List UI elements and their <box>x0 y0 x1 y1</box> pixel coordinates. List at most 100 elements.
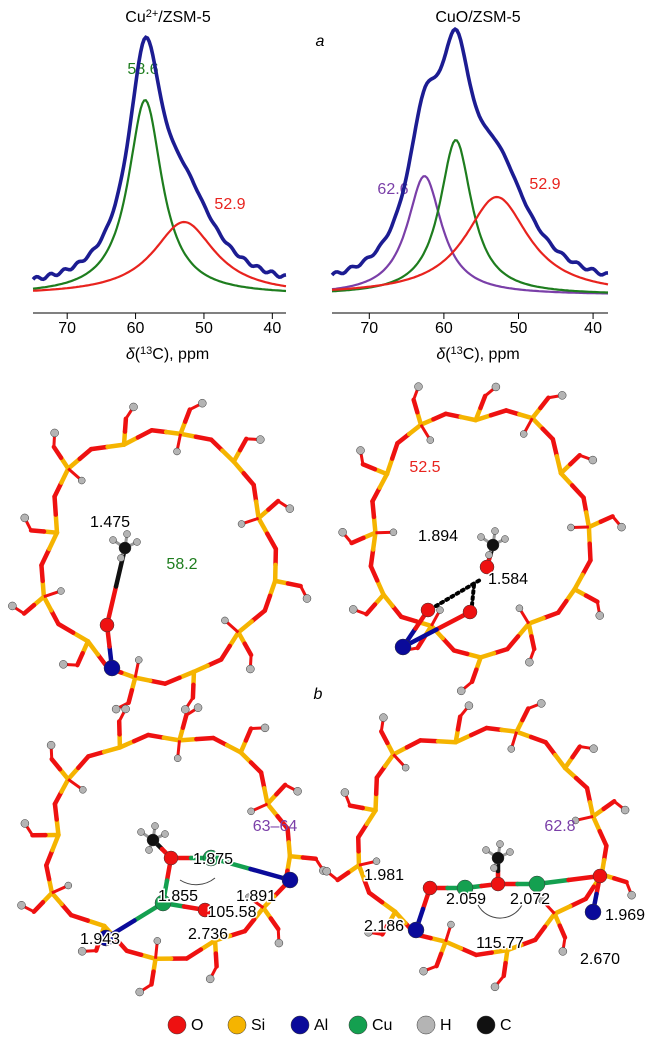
atom <box>407 921 425 939</box>
atom <box>507 745 516 753</box>
atom <box>491 382 501 392</box>
bond <box>184 947 204 961</box>
bond <box>190 682 196 700</box>
bond <box>390 603 404 620</box>
bond <box>119 670 138 680</box>
bond <box>161 735 182 743</box>
atom <box>620 805 630 815</box>
atom <box>456 879 474 897</box>
atom <box>247 807 255 816</box>
bond <box>538 395 551 411</box>
bond <box>364 602 378 617</box>
x-tick-label: 60 <box>127 320 145 337</box>
bond <box>251 482 259 504</box>
bond <box>59 777 71 794</box>
atom <box>389 528 398 537</box>
bond <box>371 514 378 535</box>
bond <box>48 608 61 627</box>
bond <box>126 687 135 706</box>
bond <box>406 422 424 437</box>
atom <box>340 788 350 797</box>
bond <box>46 530 60 552</box>
label-part: C), ppm <box>463 346 520 363</box>
bond <box>212 933 233 943</box>
bond <box>286 840 293 859</box>
spectrum-title: Cu2+/ZSM-5 <box>125 8 211 26</box>
bond <box>271 882 288 899</box>
atom <box>77 476 86 485</box>
panel-label: b <box>314 686 323 703</box>
bond <box>453 732 474 745</box>
bond <box>455 714 463 732</box>
atom <box>161 830 169 838</box>
bond <box>264 531 279 552</box>
atom <box>57 587 65 595</box>
bond <box>52 480 64 499</box>
bond <box>568 452 582 467</box>
bond <box>374 578 386 597</box>
bond <box>395 431 412 446</box>
atom <box>419 966 428 976</box>
x-tick-label: 60 <box>435 320 453 337</box>
bond <box>75 650 85 668</box>
bond <box>382 752 396 769</box>
atom <box>111 704 121 714</box>
bond <box>465 651 483 660</box>
distance-label: 2.059 <box>446 891 486 908</box>
atom <box>525 657 534 667</box>
angle-arc <box>477 904 523 919</box>
bond <box>262 593 273 613</box>
title-part: /ZSM-5 <box>158 9 211 26</box>
atom <box>285 504 295 513</box>
atom <box>567 523 575 532</box>
x-tick-label: 50 <box>195 320 213 337</box>
bond <box>227 928 248 939</box>
atom <box>501 535 509 543</box>
label-part: δ <box>126 346 136 363</box>
bond <box>59 901 74 918</box>
atom <box>173 754 182 763</box>
bond <box>489 947 510 955</box>
bond <box>381 592 395 608</box>
atom <box>557 391 567 400</box>
bond <box>76 754 91 771</box>
atom <box>372 857 381 865</box>
bond <box>584 785 593 805</box>
bond <box>135 427 154 440</box>
bond <box>49 890 64 907</box>
atom <box>490 982 500 992</box>
bond <box>435 739 458 745</box>
atom <box>477 533 485 541</box>
atom <box>197 902 213 918</box>
bond <box>590 814 602 834</box>
bond <box>431 411 449 422</box>
bond <box>370 499 377 520</box>
atom <box>422 880 438 896</box>
atom <box>588 455 598 465</box>
bond <box>85 918 107 929</box>
bond <box>557 923 568 940</box>
bond <box>555 598 569 615</box>
atom <box>348 605 358 614</box>
atom <box>64 881 73 890</box>
bond <box>550 436 560 459</box>
atom <box>281 871 299 889</box>
bond <box>580 558 593 578</box>
title-part: Cu <box>125 9 145 26</box>
atom <box>290 1015 310 1035</box>
bond <box>364 808 378 827</box>
x-tick-label: 70 <box>58 320 76 337</box>
bond <box>86 749 107 759</box>
bond <box>101 745 123 755</box>
bond <box>265 801 280 819</box>
bond <box>384 456 395 477</box>
atom <box>151 822 159 830</box>
atom <box>491 851 505 865</box>
legend-label: O <box>191 1017 203 1034</box>
bond <box>85 639 101 657</box>
bond <box>377 471 390 490</box>
atom <box>181 705 190 714</box>
atom <box>50 428 59 438</box>
label-part: ( <box>135 346 141 363</box>
atom <box>46 740 56 750</box>
